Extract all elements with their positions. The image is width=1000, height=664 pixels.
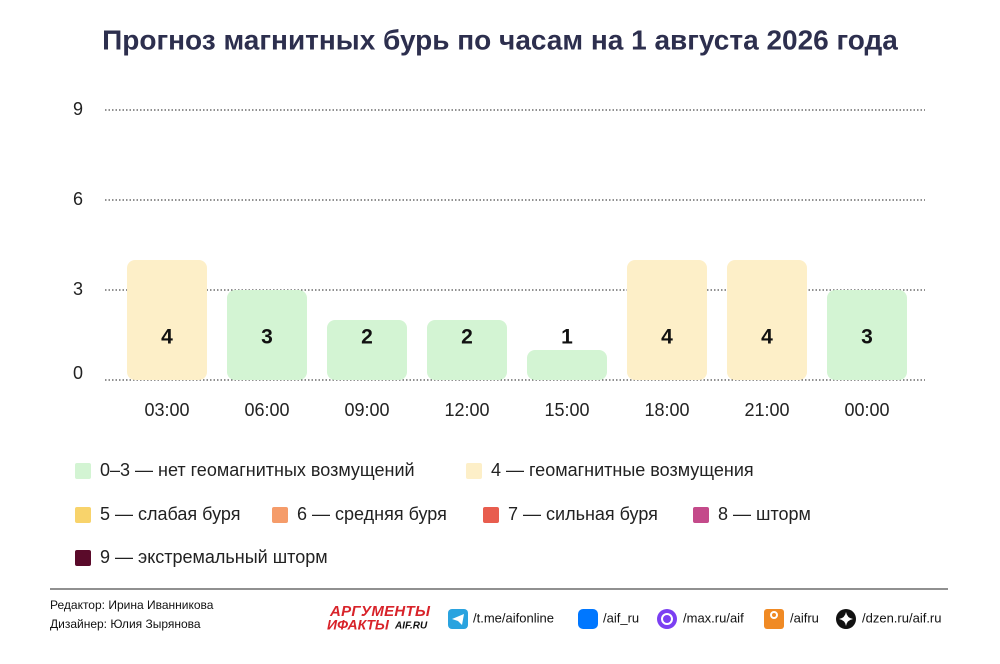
bar [727,260,807,380]
dzen-glyph [839,612,853,626]
logo-text: AIF.RU [394,621,428,632]
value-label: 3 [261,326,273,349]
logo-text: ИФАКТЫ [327,617,390,633]
legend-label: 0–3 — нет геомагнитных возмущений [100,460,415,480]
max-glyph [661,613,673,625]
x-tick-label: 09:00 [344,400,389,420]
bar [527,350,607,380]
value-label: 3 [861,326,873,349]
max-icon [657,609,677,629]
legend-label: 6 — средняя буря [297,504,447,524]
bar [827,290,907,380]
y-tick-label: 0 [73,363,83,383]
vk-icon [578,609,598,629]
x-tick-label: 15:00 [544,400,589,420]
bar [327,320,407,380]
value-label: 4 [761,326,773,349]
value-label: 4 [161,326,173,349]
legend-label: 5 — слабая буря [100,504,240,524]
bar [227,290,307,380]
bar [427,320,507,380]
chart-title: Прогноз магнитных бурь по часам на 1 авг… [102,24,898,55]
legend-swatch [75,507,91,523]
legend-swatch [466,463,482,479]
legend-label: 7 — сильная буря [508,504,658,524]
value-label: 4 [661,326,673,349]
bar [627,260,707,380]
legend-swatch [693,507,709,523]
legend-label: 4 — геомагнитные возмущения [491,460,754,480]
y-tick-label: 6 [73,189,83,209]
value-label: 2 [461,326,473,349]
legend-swatch [75,463,91,479]
telegram-glyph [452,614,464,625]
legend-swatch [272,507,288,523]
value-label: 1 [561,326,573,349]
bar [127,260,207,380]
legend-label: 8 — шторм [718,504,811,524]
social-link[interactable]: /aifru [790,610,819,625]
logo-text: АРГУМЕНТЫ [329,603,431,620]
x-tick-label: 21:00 [744,400,789,420]
ok-glyph [770,611,778,619]
credit: Дизайнер: Юлия Зырянова [50,617,201,631]
legend-label: 9 — экстремальный шторм [100,547,328,567]
social-link[interactable]: /dzen.ru/aif.ru [862,610,942,625]
social-link[interactable]: /aif_ru [603,610,639,625]
legend-swatch [483,507,499,523]
social-link[interactable]: /max.ru/aif [683,610,744,625]
x-tick-label: 06:00 [244,400,289,420]
x-tick-label: 12:00 [444,400,489,420]
social-link[interactable]: /t.me/aifonline [473,610,554,625]
x-tick-label: 18:00 [644,400,689,420]
x-tick-label: 03:00 [144,400,189,420]
x-tick-label: 00:00 [844,400,889,420]
y-tick-label: 3 [73,279,83,299]
value-label: 2 [361,326,373,349]
credit: Редактор: Ирина Иванникова [50,598,214,612]
legend-swatch [75,550,91,566]
y-tick-label: 9 [73,99,83,119]
